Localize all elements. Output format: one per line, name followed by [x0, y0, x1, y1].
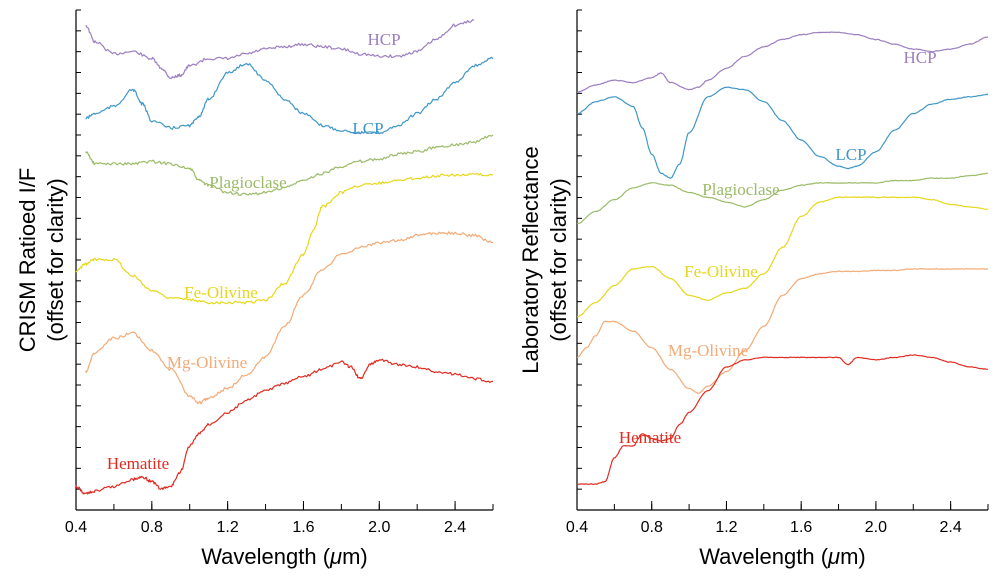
x-tick-label: 1.6	[292, 519, 314, 536]
y-axis-subtitle: (offset for clarity)	[546, 178, 571, 341]
series-line-hcp	[576, 31, 989, 93]
x-tick-label: 1.6	[790, 519, 812, 536]
series-line-hematite	[576, 354, 989, 485]
series-label-plagioclase: Plagioclase	[702, 180, 779, 199]
x-axis-title: Wavelength (μm)	[201, 544, 368, 569]
series-label-lcp: LCP	[352, 119, 383, 138]
series-label-plagioclase: Plagioclase	[209, 173, 286, 192]
series-label-hcp: HCP	[367, 30, 400, 49]
x-tick-label: 0.4	[65, 519, 87, 536]
x-tick-label: 1.2	[715, 519, 737, 536]
x-tick-label: 0.4	[566, 519, 588, 536]
series-line-lcp	[85, 56, 494, 135]
x-tick-label: 2.0	[368, 519, 390, 536]
y-axis-title: CRISM Ratioed I/F	[15, 168, 40, 353]
series-line-plagioclase	[85, 134, 494, 197]
series-label-fe-olivine: Fe-Olivine	[184, 283, 258, 302]
series-line-mg-olivine	[84, 231, 494, 405]
series-label-hematite: Hematite	[107, 454, 169, 473]
y-axis-title: Laboratory Reflectance	[518, 146, 543, 373]
lab-panel: 0.4 0.8 1.2 1.6 2.0 2.4 Wavelength (μm) Laborat…	[518, 9, 989, 569]
series-line-hcp	[85, 19, 475, 79]
y-axis-subtitle: (offset for clarity)	[43, 178, 68, 341]
x-tick-label: 2.4	[940, 519, 962, 536]
series-line-mg-olivine	[576, 268, 989, 395]
x-tick-label: 0.8	[641, 519, 663, 536]
series-line-fe-olivine	[576, 196, 989, 318]
x-tick-label: 2.4	[444, 519, 466, 536]
series-label-hematite: Hematite	[619, 428, 681, 447]
x-axis-title: Wavelength (μm)	[699, 544, 866, 569]
x-tick-label: 1.2	[217, 519, 239, 536]
x-tick-label: 2.0	[865, 519, 887, 536]
series-line-plagioclase	[576, 172, 988, 225]
series-label-mg-olivine: Mg-Olivine	[668, 341, 748, 360]
series-line-lcp	[576, 86, 989, 179]
series-label-hcp: HCP	[903, 48, 936, 67]
series-label-mg-olivine: Mg-Olivine	[167, 353, 247, 372]
series-label-fe-olivine: Fe-Olivine	[684, 262, 758, 281]
series-line-fe-olivine	[75, 172, 494, 305]
series-label-lcp: LCP	[835, 145, 866, 164]
x-tick-label: 0.8	[141, 519, 163, 536]
crism-panel: 0.4 0.8 1.2 1.6 2.0 2.4 Wavelength (μm) CRISM R…	[15, 9, 494, 569]
series-line-hematite	[75, 358, 494, 495]
